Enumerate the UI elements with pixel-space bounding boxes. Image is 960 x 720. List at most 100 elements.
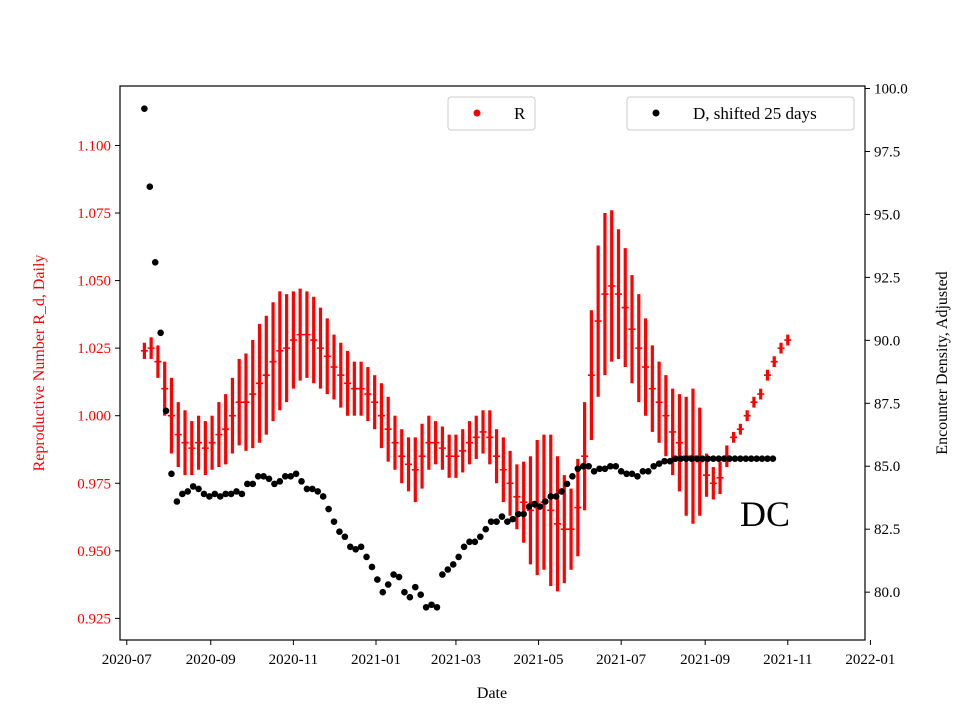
- d-data-point: [536, 503, 544, 510]
- r-data-point: [147, 344, 155, 352]
- d-series: [141, 105, 777, 611]
- d-data-point: [661, 457, 668, 465]
- d-data-point: [742, 455, 750, 462]
- right-axis-label: Encounter Density, Adjusted: [934, 271, 951, 454]
- r-data-point: [215, 431, 223, 439]
- r-data-point: [432, 439, 440, 447]
- d-data-point: [141, 105, 148, 112]
- right-tick-label: 90.0: [874, 333, 900, 349]
- x-axis-label: Date: [477, 685, 507, 702]
- d-data-point: [504, 518, 511, 525]
- r-data-point: [438, 444, 446, 452]
- d-data-point: [601, 465, 609, 473]
- x-tick-label: 2021-05: [514, 652, 564, 668]
- d-data-point: [341, 533, 349, 541]
- r-data-point: [554, 520, 562, 528]
- d-data-point: [428, 601, 435, 609]
- d-data-point: [747, 455, 755, 462]
- r-data-point: [330, 363, 338, 371]
- r-data-point: [235, 398, 243, 406]
- x-tick-label: 2020-07: [102, 652, 152, 668]
- r-data-point: [242, 398, 250, 406]
- d-data-point: [477, 533, 484, 541]
- r-data-point: [777, 344, 785, 352]
- d-data-point: [433, 603, 441, 611]
- d-data-point: [455, 553, 462, 561]
- d-data-point: [460, 543, 468, 551]
- d-data-point: [764, 455, 771, 462]
- d-data-point: [482, 525, 490, 533]
- r-data-point: [750, 398, 758, 406]
- r-data-point: [642, 363, 650, 371]
- r-data-point: [452, 452, 460, 460]
- r-data-point: [310, 336, 318, 344]
- right-tick-label: 95.0: [874, 207, 900, 223]
- d-data-point: [650, 462, 657, 470]
- r-data-point: [256, 379, 264, 387]
- right-tick-label: 80.0: [874, 585, 900, 601]
- left-tick-label: 1.000: [77, 409, 111, 425]
- d-data-point: [363, 553, 370, 561]
- d-data-point: [211, 490, 219, 498]
- d-data-point: [281, 473, 289, 480]
- d-data-point: [168, 470, 175, 478]
- d-data-point: [422, 603, 430, 611]
- right-tick-label: 87.5: [874, 396, 900, 412]
- d-data-point: [563, 480, 571, 488]
- d-data-point: [238, 490, 246, 498]
- r-data-point: [614, 290, 622, 298]
- d-data-point: [731, 455, 739, 462]
- d-data-point: [471, 538, 479, 546]
- d-data-point: [200, 490, 208, 498]
- r-data-point: [181, 439, 189, 447]
- d-data-point: [720, 455, 728, 462]
- r-data-point: [222, 425, 230, 433]
- d-data-point: [411, 583, 419, 591]
- left-tick-label: 0.975: [77, 476, 111, 492]
- r-data-point: [757, 390, 765, 398]
- d-data-point: [444, 566, 452, 573]
- d-data-point: [688, 455, 695, 462]
- d-data-point: [493, 518, 500, 525]
- d-data-point: [227, 490, 235, 498]
- d-data-point: [498, 513, 506, 520]
- d-data-point: [552, 493, 560, 500]
- d-data-point: [585, 462, 592, 470]
- d-data-point: [336, 528, 343, 536]
- d-data-point: [276, 478, 284, 485]
- r-data-point: [703, 471, 711, 479]
- right-tick-label: 100.0: [874, 82, 908, 98]
- r-data-point: [547, 506, 555, 514]
- d-data-point: [547, 493, 555, 500]
- r-data-point: [567, 525, 575, 533]
- d-data-point: [623, 470, 630, 478]
- d-data-point: [682, 455, 690, 462]
- r-data-point: [208, 439, 216, 447]
- d-data-point: [233, 488, 240, 495]
- d-data-point: [325, 505, 332, 513]
- left-tick-label: 1.075: [77, 206, 111, 222]
- r-data-point: [601, 290, 609, 298]
- d-data-point: [579, 462, 587, 470]
- d-data-point: [271, 480, 278, 488]
- x-tick-label: 2021-03: [431, 652, 481, 668]
- d-data-point: [379, 588, 387, 596]
- r-data-point: [425, 439, 433, 447]
- legend-r-box: [447, 96, 536, 131]
- x-tick-label: 2020-09: [186, 652, 236, 668]
- r-data-point: [283, 344, 291, 352]
- r-data-point: [289, 336, 297, 344]
- d-data-point: [628, 470, 636, 478]
- r-data-point: [465, 439, 473, 447]
- legend-d: D, shifted 25 days: [626, 96, 855, 131]
- r-data-point: [716, 474, 724, 482]
- r-data-point: [188, 444, 196, 452]
- left-tick-label: 0.950: [77, 544, 111, 560]
- d-data-point: [151, 258, 159, 266]
- r-data-point: [493, 452, 501, 460]
- r-data-point: [635, 344, 643, 352]
- right-axis-ticks: 80.0 82.5 85.0 87.5 90.0 92.5 95.0 97.5 100.0: [865, 82, 908, 601]
- r-data-point: [479, 428, 487, 436]
- d-data-point: [346, 543, 354, 551]
